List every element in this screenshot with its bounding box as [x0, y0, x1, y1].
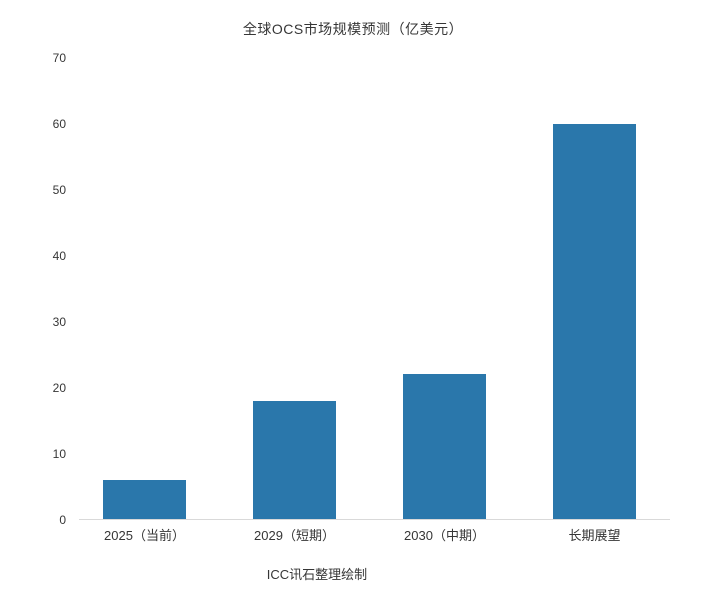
x-axis-line	[79, 519, 670, 520]
x-axis-label: 2025（当前）	[104, 528, 185, 543]
y-tick-label: 50	[52, 182, 66, 197]
y-tick-label: 60	[52, 116, 66, 131]
bar	[103, 479, 186, 520]
chart-title: 全球OCS市场规模预测（亿美元）	[242, 21, 464, 37]
x-axis-label: 2030（中期）	[404, 528, 485, 543]
y-tick-label: 30	[52, 314, 66, 329]
x-axis-label: 2029（短期）	[254, 528, 335, 543]
source-caption: ICC讯石整理绘制	[266, 567, 368, 582]
bar	[553, 123, 636, 520]
y-tick-label: 0	[59, 512, 66, 527]
bar	[253, 400, 336, 520]
y-tick-label: 70	[52, 50, 66, 65]
y-tick-label: 20	[52, 380, 66, 395]
y-tick-label: 40	[52, 248, 66, 263]
y-tick-label: 10	[52, 446, 66, 461]
x-axis-label: 长期展望	[568, 528, 621, 543]
bar	[403, 374, 486, 520]
